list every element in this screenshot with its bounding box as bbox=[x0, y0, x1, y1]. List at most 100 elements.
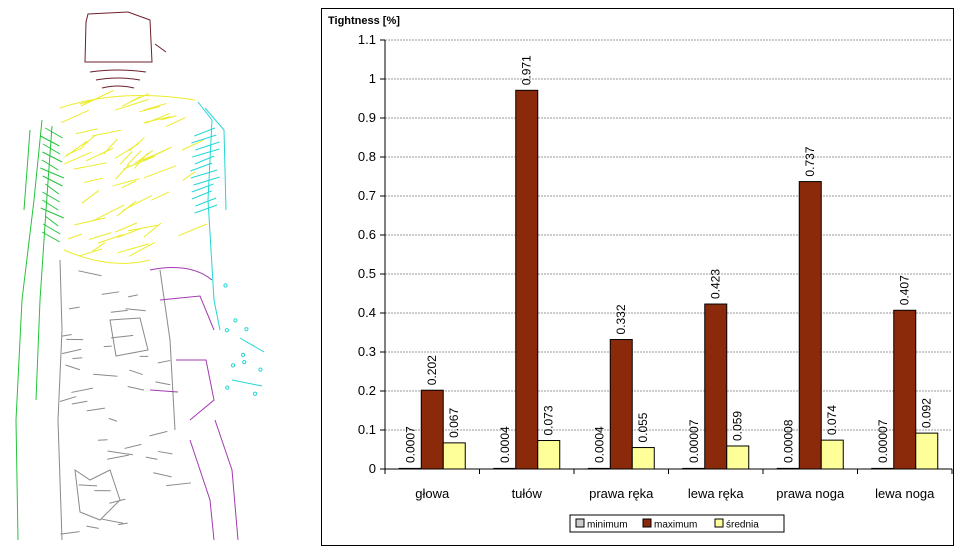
legend: minimum maximum średnia bbox=[569, 514, 785, 533]
head-shape bbox=[84, 11, 153, 63]
category-label: lewa ręka bbox=[688, 486, 744, 501]
torso-stroke bbox=[123, 155, 155, 170]
torso-stroke bbox=[75, 128, 98, 135]
torso-stroke bbox=[181, 139, 205, 151]
arm-stroke bbox=[40, 207, 65, 219]
torso-contour bbox=[63, 249, 151, 264]
leg-line bbox=[176, 359, 215, 421]
body-stroke bbox=[71, 400, 88, 405]
arm-stroke bbox=[41, 159, 59, 171]
body-stroke bbox=[60, 531, 80, 535]
arm-stroke bbox=[194, 155, 215, 165]
torso-stroke bbox=[115, 164, 130, 180]
arm-dot bbox=[224, 328, 230, 333]
arm-stroke bbox=[194, 204, 218, 214]
torso-stroke bbox=[80, 89, 114, 107]
torso-stroke bbox=[67, 233, 83, 240]
arm-stroke bbox=[44, 215, 59, 227]
body-stroke bbox=[125, 308, 146, 312]
y-tick-label: 0.2 bbox=[358, 383, 376, 398]
torso-stroke bbox=[150, 191, 170, 201]
torso-stroke bbox=[117, 227, 143, 239]
body-stroke bbox=[157, 450, 173, 455]
torso-stroke bbox=[128, 241, 156, 257]
data-label: 0.971 bbox=[520, 55, 534, 85]
bar-średnia bbox=[631, 447, 655, 470]
body-stroke bbox=[59, 396, 77, 403]
legend-box bbox=[569, 514, 785, 533]
body-stroke bbox=[129, 369, 143, 376]
body-detail bbox=[109, 317, 149, 357]
y-tick-label: 0 bbox=[369, 461, 376, 476]
tightness-bar-chart: Tightness [%] 00.10.20.30.40.50.60.70.80… bbox=[328, 15, 953, 533]
y-tick-label: 0.5 bbox=[358, 266, 376, 281]
arm-dot bbox=[230, 363, 236, 368]
torso-stroke bbox=[127, 224, 159, 232]
body-stroke bbox=[62, 348, 82, 355]
bars bbox=[398, 89, 939, 470]
torso-stroke bbox=[92, 204, 125, 222]
torso-stroke bbox=[79, 99, 94, 105]
data-label: 0.074 bbox=[825, 405, 839, 435]
head-detail bbox=[154, 43, 167, 53]
torso-stroke bbox=[81, 135, 96, 148]
body-stroke bbox=[155, 381, 171, 386]
leg-line bbox=[149, 267, 213, 281]
legend-swatch bbox=[575, 518, 585, 528]
arm-stroke bbox=[40, 167, 65, 179]
torso-stroke bbox=[63, 151, 92, 165]
torso-outline bbox=[59, 89, 208, 264]
arm-stroke bbox=[190, 162, 213, 172]
arm-line bbox=[204, 107, 227, 211]
y-tick-label: 0.6 bbox=[358, 227, 376, 242]
body-stroke bbox=[72, 357, 83, 360]
torso-stroke bbox=[178, 223, 208, 237]
body-stroke bbox=[68, 306, 80, 310]
body-stroke bbox=[157, 359, 171, 364]
bar-średnia bbox=[537, 440, 561, 470]
arm-dot bbox=[240, 352, 246, 357]
body-stroke bbox=[128, 294, 138, 298]
torso-stroke bbox=[121, 180, 137, 189]
y-tick-label: 0.3 bbox=[358, 344, 376, 359]
body-stroke bbox=[61, 334, 72, 337]
arm-stroke bbox=[191, 190, 212, 200]
leg-line bbox=[149, 389, 179, 393]
body-detail bbox=[74, 468, 121, 521]
body-stroke bbox=[153, 472, 172, 478]
category-label: prawa noga bbox=[776, 486, 845, 501]
body-stroke bbox=[127, 386, 145, 391]
arm-stroke bbox=[192, 148, 220, 158]
data-label: 0.059 bbox=[731, 411, 745, 441]
y-tick-label: 1.1 bbox=[358, 32, 376, 47]
body-stroke bbox=[78, 484, 98, 487]
bar-średnia bbox=[820, 439, 844, 470]
arm-line bbox=[15, 119, 43, 541]
torso-stroke bbox=[160, 115, 177, 121]
torso-stroke bbox=[92, 242, 106, 252]
data-label: 0.407 bbox=[898, 275, 912, 305]
torso-stroke bbox=[143, 102, 167, 111]
arm-stroke bbox=[42, 143, 61, 155]
torso-stroke bbox=[60, 109, 89, 124]
neck-line bbox=[101, 85, 135, 89]
torso-stroke bbox=[73, 162, 107, 170]
bar-średnia bbox=[726, 445, 750, 470]
torso-stroke bbox=[143, 116, 171, 124]
bar-maximum bbox=[420, 389, 444, 470]
body-stroke bbox=[71, 387, 94, 393]
arm-stroke bbox=[42, 223, 61, 235]
arm-stroke bbox=[40, 135, 60, 147]
leg-line bbox=[214, 419, 239, 541]
torso-stroke bbox=[128, 137, 145, 152]
body-stroke bbox=[78, 270, 102, 277]
bar-maximum bbox=[798, 181, 822, 470]
body-stroke bbox=[111, 334, 134, 339]
leg-line bbox=[159, 295, 215, 331]
gridlines bbox=[385, 39, 952, 431]
torso-stroke bbox=[182, 171, 196, 181]
torso-stroke bbox=[80, 248, 103, 257]
body-edge bbox=[159, 269, 176, 431]
torso-stroke bbox=[165, 117, 186, 127]
torso-stroke bbox=[88, 232, 112, 240]
